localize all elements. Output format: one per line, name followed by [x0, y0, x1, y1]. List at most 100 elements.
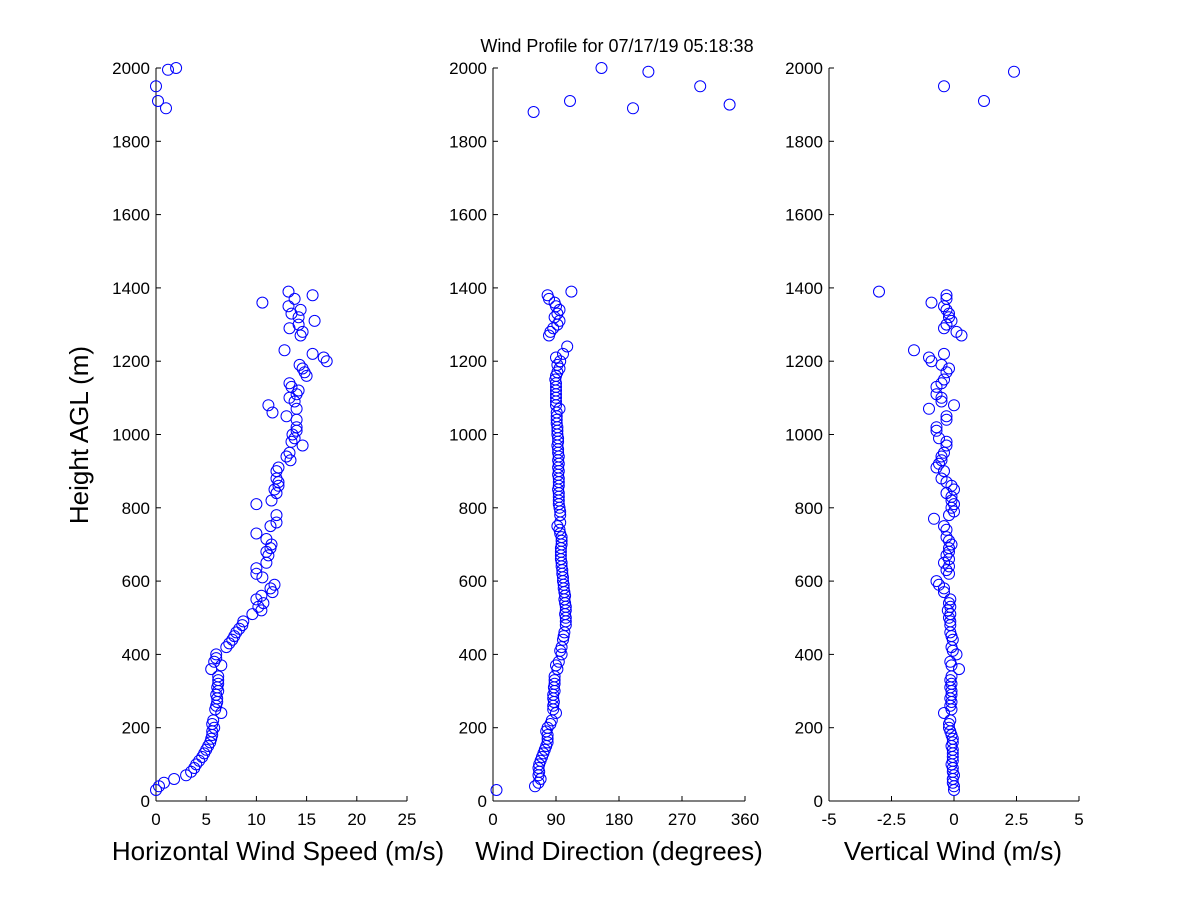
- y-tick-label: 1800: [785, 132, 823, 151]
- y-tick-label: 400: [122, 645, 150, 664]
- data-point: [946, 736, 959, 749]
- y-tick-label: 200: [122, 719, 150, 738]
- data-point: [162, 63, 174, 76]
- data-point: [551, 520, 564, 533]
- data-point: [255, 589, 268, 602]
- data-point: [292, 384, 305, 397]
- x-tick-label: 2.5: [1005, 810, 1029, 829]
- data-point: [286, 428, 299, 441]
- data-point: [260, 533, 273, 545]
- data-point: [294, 303, 307, 316]
- data-point: [943, 542, 955, 555]
- data-point: [282, 300, 295, 313]
- data-point: [925, 296, 938, 309]
- y-tick-label: 1200: [112, 352, 150, 371]
- data-point: [284, 454, 297, 467]
- data-point: [266, 406, 279, 419]
- y-tick-label: 2000: [449, 59, 487, 78]
- data-point: [953, 663, 965, 676]
- data-point: [930, 421, 943, 434]
- data-point: [150, 80, 162, 93]
- data-point: [938, 300, 950, 313]
- data-point: [938, 707, 950, 719]
- data-point: [948, 483, 960, 496]
- data-point: [948, 498, 960, 511]
- x-axis-label: Vertical Wind (m/s): [844, 836, 1062, 866]
- data-point: [550, 351, 562, 364]
- data-point: [280, 410, 293, 423]
- data-point: [190, 758, 203, 771]
- y-tick-label: 200: [795, 719, 823, 738]
- data-point: [923, 402, 935, 415]
- data-point: [938, 520, 950, 533]
- data-point: [150, 784, 162, 796]
- y-tick-label: 1400: [785, 279, 823, 298]
- y-tick-label: 600: [795, 572, 823, 591]
- data-point: [935, 472, 948, 485]
- data-point: [256, 296, 269, 309]
- data-point: [250, 567, 263, 580]
- data-point: [564, 95, 576, 107]
- data-point: [262, 399, 275, 412]
- y-tick-label: 0: [814, 792, 823, 811]
- x-tick-label: -2.5: [877, 810, 906, 829]
- data-point: [557, 633, 569, 646]
- data-point: [490, 784, 503, 796]
- data-point: [551, 358, 564, 371]
- data-point: [152, 95, 164, 107]
- y-tick-label: 600: [459, 572, 487, 591]
- panel-2: 0 200 400 600 800 1000 1200 1400 1600 1800 2000 0 90…: [449, 59, 763, 866]
- y-tick-label: 600: [122, 572, 150, 591]
- data-point: [642, 65, 655, 78]
- data-point: [292, 318, 305, 331]
- x-tick-label: 15: [297, 810, 316, 829]
- data-point: [938, 373, 950, 386]
- data-point: [282, 285, 295, 298]
- data-point: [940, 549, 953, 562]
- data-point: [272, 461, 285, 474]
- x-tick-label: 0: [949, 810, 958, 829]
- data-point: [694, 80, 707, 93]
- data-point: [527, 106, 540, 118]
- data-point: [941, 604, 954, 617]
- data-point: [541, 289, 554, 302]
- data-point: [933, 578, 945, 591]
- y-tick-label: 1800: [449, 132, 487, 151]
- data-point: [940, 523, 953, 536]
- data-point: [256, 571, 269, 584]
- data-point: [550, 659, 562, 672]
- data-point: [561, 340, 574, 353]
- data-point: [550, 413, 563, 426]
- data-point: [283, 377, 296, 390]
- data-point: [945, 314, 958, 327]
- data-point: [553, 402, 566, 415]
- data-point: [940, 292, 953, 305]
- data-point: [268, 578, 281, 591]
- data-point: [233, 622, 246, 635]
- data-point: [940, 413, 953, 426]
- data-point: [930, 424, 943, 437]
- y-tick-label: 1200: [785, 352, 823, 371]
- data-point: [290, 421, 303, 434]
- y-tick-label: 0: [141, 792, 150, 811]
- y-tick-label: 800: [459, 499, 487, 518]
- data-point: [928, 512, 940, 525]
- y-tick-label: 2000: [785, 59, 823, 78]
- data-point: [943, 362, 955, 375]
- data-point: [296, 362, 309, 375]
- x-tick-label: 5: [201, 810, 210, 829]
- data-point: [270, 516, 283, 529]
- data-point: [938, 80, 950, 93]
- data-point: [948, 505, 960, 518]
- data-point: [930, 388, 943, 401]
- data-point: [210, 648, 223, 661]
- y-tick-label: 200: [459, 719, 487, 738]
- x-tick-label: 0: [488, 810, 497, 829]
- data-point: [544, 325, 557, 338]
- data-point: [908, 344, 920, 357]
- data-point: [317, 351, 330, 364]
- data-point: [565, 285, 578, 298]
- y-tick-label: 1200: [449, 352, 487, 371]
- data-point: [160, 102, 172, 115]
- x-tick-label: 90: [547, 810, 566, 829]
